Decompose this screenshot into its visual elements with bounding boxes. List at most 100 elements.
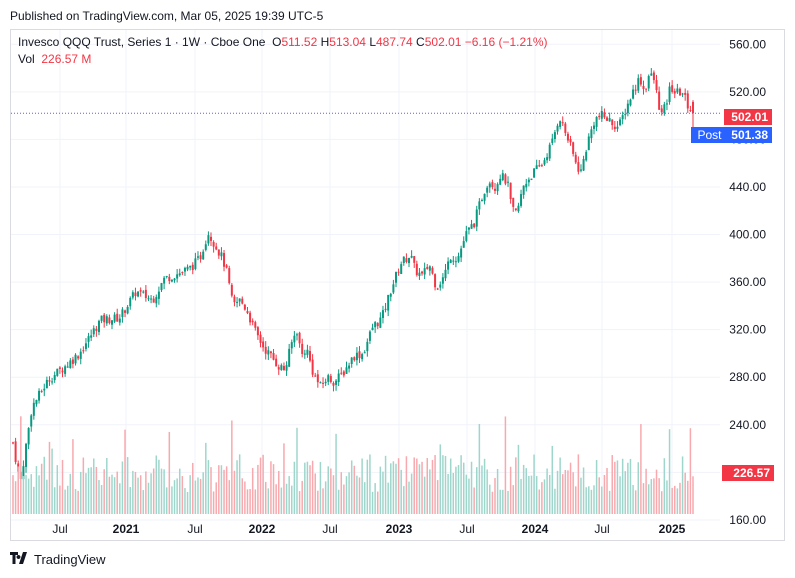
volume-bar bbox=[470, 461, 473, 514]
volume-bar bbox=[606, 467, 608, 514]
volume-bar bbox=[353, 465, 356, 514]
volume-bar bbox=[533, 454, 535, 514]
ohlc-legend: Invesco QQQ Trust, Series 1 · 1W · Cboe … bbox=[18, 35, 548, 49]
volume-bar bbox=[653, 478, 655, 514]
candle-body bbox=[624, 114, 627, 116]
candle-body bbox=[275, 358, 278, 367]
volume-bar bbox=[444, 455, 447, 514]
volume-bar bbox=[535, 476, 538, 514]
symbol-title[interactable]: Invesco QQQ Trust, Series 1 · 1W · Cboe … bbox=[18, 35, 266, 49]
volume-bar bbox=[345, 476, 348, 514]
volume-bar bbox=[580, 477, 582, 514]
volume-bar bbox=[614, 461, 616, 514]
candle-body bbox=[118, 318, 121, 323]
volume-bar bbox=[322, 488, 324, 514]
candle-body bbox=[61, 370, 64, 373]
volume-bar bbox=[538, 489, 541, 514]
candle-body bbox=[363, 352, 366, 354]
candle-body bbox=[392, 284, 395, 293]
volume-bar bbox=[337, 489, 340, 514]
volume-bar bbox=[218, 465, 220, 514]
volume-bar bbox=[147, 482, 150, 514]
y-tick-label: 320.00 bbox=[729, 323, 766, 337]
volume-bar bbox=[512, 485, 514, 514]
volume-bar bbox=[629, 458, 632, 514]
candle-body bbox=[454, 261, 457, 263]
candle-body bbox=[381, 310, 384, 319]
volume-legend: Vol 226.57 M bbox=[18, 52, 91, 66]
candle-body bbox=[652, 72, 655, 81]
candle-body bbox=[152, 298, 155, 303]
volume-bar bbox=[178, 468, 181, 514]
candle-body bbox=[525, 183, 528, 188]
volume-bar bbox=[496, 468, 499, 514]
volume-bar bbox=[421, 461, 423, 514]
candle-body bbox=[170, 279, 173, 282]
candle-body bbox=[238, 298, 241, 302]
candle-body bbox=[574, 154, 577, 163]
volume-bar bbox=[395, 463, 397, 514]
candle-body bbox=[408, 257, 411, 264]
candle-body bbox=[647, 76, 650, 89]
volume-bar bbox=[228, 480, 230, 514]
candle-body bbox=[405, 258, 408, 262]
volume-bar bbox=[77, 490, 79, 514]
candle-body bbox=[113, 314, 116, 322]
x-tick-label: 2021 bbox=[113, 522, 140, 536]
volume-bar bbox=[277, 470, 280, 514]
volume-bar bbox=[46, 479, 48, 514]
candle-body bbox=[144, 289, 147, 299]
candle-body bbox=[478, 201, 481, 210]
volume-bar bbox=[103, 469, 105, 514]
volume-bar bbox=[556, 470, 559, 514]
volume-bar bbox=[119, 483, 121, 514]
change-value: −6.16 (−1.21%) bbox=[464, 35, 548, 49]
volume-bar bbox=[327, 466, 329, 514]
volume-bar bbox=[426, 458, 429, 514]
candle-body bbox=[121, 309, 124, 318]
volume-bar bbox=[601, 486, 603, 514]
volume-bar bbox=[541, 482, 543, 514]
volume-bar bbox=[160, 468, 163, 514]
low-value: 487.74 bbox=[376, 35, 413, 49]
volume-bar bbox=[186, 491, 189, 514]
volume-bar bbox=[165, 487, 168, 514]
volume-bar bbox=[116, 471, 118, 514]
volume-bar bbox=[408, 481, 410, 514]
close-value: 502.01 bbox=[424, 35, 462, 49]
volume-bar bbox=[483, 458, 486, 514]
open-label: O bbox=[272, 35, 282, 49]
candle-body bbox=[137, 291, 140, 297]
candle-body bbox=[533, 168, 536, 178]
chart-frame[interactable] bbox=[10, 29, 785, 541]
volume-bar bbox=[205, 442, 207, 514]
volume-bar bbox=[236, 460, 238, 514]
volume-bar bbox=[692, 476, 694, 514]
tradingview-brand[interactable]: TradingView bbox=[10, 552, 106, 567]
volume-bar bbox=[285, 483, 288, 514]
volume-bar bbox=[194, 480, 197, 514]
candle-body bbox=[673, 91, 676, 94]
volume-bar bbox=[499, 489, 501, 514]
volume-bar bbox=[69, 473, 72, 514]
candle-body bbox=[355, 352, 358, 361]
volume-bar bbox=[608, 490, 611, 514]
post-market-price-tag: 501.38 bbox=[724, 127, 772, 143]
candle-body bbox=[45, 379, 48, 389]
volume-bar bbox=[132, 470, 134, 514]
candle-body bbox=[207, 235, 210, 244]
candle-body bbox=[577, 162, 580, 172]
candle-body bbox=[53, 375, 56, 381]
candle-body bbox=[191, 264, 194, 271]
volume-bar bbox=[442, 455, 444, 514]
candle-body bbox=[535, 165, 538, 169]
volume-bar bbox=[298, 491, 301, 514]
volume-bar bbox=[38, 475, 40, 514]
candle-body bbox=[559, 121, 562, 127]
candle-body bbox=[613, 126, 616, 130]
high-label: H bbox=[320, 35, 330, 49]
candle-body bbox=[105, 316, 108, 324]
candle-body bbox=[264, 346, 267, 354]
candle-body bbox=[566, 133, 569, 141]
